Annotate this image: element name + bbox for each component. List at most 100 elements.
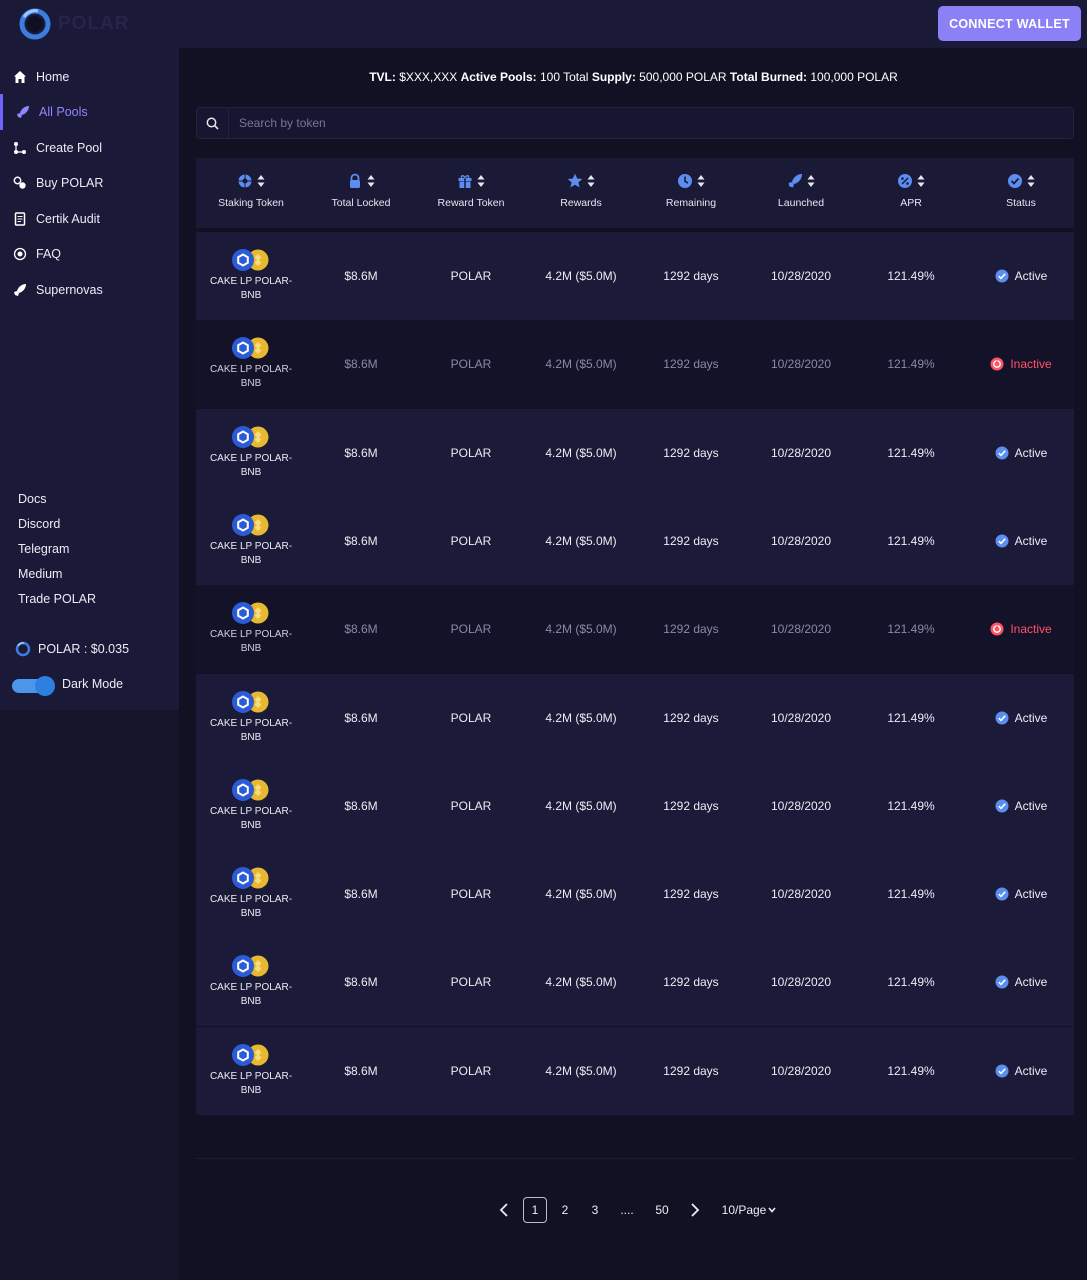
table-row[interactable]: CAKE LP POLAR-BNB $8.6M POLAR 4.2M ($5.0M) 1… (196, 409, 1074, 497)
apr-cell: 121.49% (887, 975, 935, 989)
apr-cell: 121.49% (887, 887, 935, 901)
sort-icon[interactable] (477, 175, 485, 187)
status-text: Active (1014, 446, 1048, 460)
status-cell: Active (966, 1027, 1076, 1115)
remaining-cell: 1292 days (663, 269, 719, 283)
sort-icon[interactable] (807, 175, 815, 187)
sort-icon[interactable] (587, 175, 595, 187)
sort-icon[interactable] (917, 175, 925, 187)
chevron-right-icon[interactable] (690, 1203, 700, 1217)
sidebar-item-buy-polar[interactable]: Buy POLAR (0, 165, 179, 201)
polar-logo-icon[interactable] (18, 8, 52, 40)
percent-icon (898, 174, 912, 188)
table-row[interactable]: CAKE LP POLAR-BNB $8.6M POLAR 4.2M ($5.0M) 1… (196, 938, 1074, 1026)
rewards-cell: 4.2M ($5.0M) (545, 534, 617, 548)
status-badge: Active (995, 269, 1047, 283)
per-page-select[interactable]: 10/Page (719, 1197, 779, 1223)
page-number: 50 (655, 1203, 669, 1217)
column-header-total-locked[interactable]: Total Locked (306, 158, 416, 228)
total-locked-cell: $8.6M (344, 534, 378, 548)
status-cell: Active (966, 762, 1076, 850)
sidebar-item-label: FAQ (36, 247, 62, 261)
discord-link[interactable]: Discord (18, 517, 61, 531)
active-pools-value: 100 (539, 70, 560, 84)
staking-token-name: CAKE LP POLAR-BNB (209, 894, 293, 919)
apr-cell: 121.49% (887, 1064, 935, 1078)
page-3-button[interactable]: 3 (585, 1197, 605, 1223)
remaining-cell: 1292 days (663, 887, 719, 901)
tvl-label: TVL: (369, 70, 396, 84)
stats-summary: TVL: $XXX,XXX Active Pools: 100 Total Su… (180, 70, 1087, 84)
sidebar-item-faq[interactable]: FAQ (0, 236, 179, 272)
sidebar-item-all-pools[interactable]: All Pools (0, 94, 179, 130)
sidebar-item-certik-audit[interactable]: Certik Audit (0, 201, 179, 237)
table-row[interactable]: CAKE LP POLAR-BNB $8.6M POLAR 4.2M ($5.0M) 1… (196, 320, 1074, 408)
table-row[interactable]: CAKE LP POLAR-BNB $8.6M POLAR 4.2M ($5.0M) 1… (196, 850, 1074, 938)
token-pair-icon (232, 602, 269, 624)
column-header-rewards[interactable]: Rewards (526, 158, 636, 228)
staking-token-cell: CAKE LP POLAR-BNB (196, 1027, 306, 1115)
medium-link[interactable]: Medium (18, 567, 63, 581)
sidebar-item-label: Create Pool (36, 141, 103, 155)
total-burned-value: 100,000 POLAR (810, 70, 898, 84)
token-pair-icon (232, 779, 269, 801)
page-50-button[interactable]: 50 (650, 1197, 674, 1223)
active-status-icon (995, 975, 1009, 989)
staking-token-cell: CAKE LP POLAR-BNB (196, 497, 306, 585)
table-row[interactable]: CAKE LP POLAR-BNB $8.6M POLAR 4.2M ($5.0M) 1… (196, 497, 1074, 585)
launched-cell: 10/28/2020 (770, 887, 832, 901)
table-row[interactable]: CAKE LP POLAR-BNB $8.6M POLAR 4.2M ($5.0M) 1… (196, 762, 1074, 850)
status-text: Active (1014, 711, 1048, 725)
column-label: Staking Token (218, 197, 284, 209)
search-input[interactable] (231, 108, 1066, 138)
column-header-remaining[interactable]: Remaining (636, 158, 746, 228)
launched-cell: 10/28/2020 (770, 357, 832, 371)
search-icon[interactable] (197, 108, 229, 138)
status-badge: Inactive (990, 622, 1052, 636)
star-icon (567, 173, 583, 188)
connect-wallet-button[interactable]: CONNECT WALLET (938, 6, 1081, 41)
table-row[interactable]: CAKE LP POLAR-BNB $8.6M POLAR 4.2M ($5.0M) 1… (196, 232, 1074, 320)
launched-cell: 10/28/2020 (770, 799, 832, 813)
column-header-apr[interactable]: APR (856, 158, 966, 228)
reward-token-cell: POLAR (450, 799, 492, 813)
chevron-left-icon[interactable] (499, 1203, 509, 1217)
table-row[interactable]: CAKE LP POLAR-BNB $8.6M POLAR 4.2M ($5.0M) 1… (196, 1027, 1074, 1115)
sidebar-item-supernovas[interactable]: Supernovas (0, 272, 179, 308)
total-locked-cell: $8.6M (344, 975, 378, 989)
telegram-link[interactable]: Telegram (18, 542, 70, 556)
dark-mode-toggle[interactable] (12, 676, 57, 696)
column-header-reward-token[interactable]: Reward Token (416, 158, 526, 228)
table-row[interactable]: CAKE LP POLAR-BNB $8.6M POLAR 4.2M ($5.0M) 1… (196, 585, 1074, 673)
sort-icon[interactable] (697, 175, 705, 187)
launched-cell: 10/28/2020 (770, 534, 832, 548)
launched-cell: 10/28/2020 (770, 1064, 832, 1078)
status-cell: Active (966, 850, 1076, 938)
column-header-staking-token[interactable]: Staking Token (196, 158, 306, 228)
page-2-button[interactable]: 2 (555, 1197, 575, 1223)
trade-polar-link[interactable]: Trade POLAR (18, 592, 97, 606)
supply-label: Supply: (591, 70, 636, 84)
sidebar-item-home[interactable]: Home (0, 59, 179, 95)
apr-cell: 121.49% (887, 446, 935, 460)
sidebar-footer-area (0, 710, 179, 1280)
sort-icon[interactable] (367, 175, 375, 187)
page-1-button[interactable]: 1 (523, 1197, 547, 1223)
check-circle-icon (1008, 174, 1022, 188)
status-text: Active (1014, 534, 1048, 548)
status-text: Inactive (1010, 622, 1052, 636)
sidebar-item-create-pool[interactable]: Create Pool (0, 130, 179, 166)
table-row[interactable]: CAKE LP POLAR-BNB $8.6M POLAR 4.2M ($5.0M) 1… (196, 674, 1074, 762)
docs-link[interactable]: Docs (18, 492, 47, 506)
reward-token-cell: POLAR (450, 357, 492, 371)
rewards-cell: 4.2M ($5.0M) (545, 269, 617, 283)
coins-icon (12, 175, 28, 191)
column-header-status[interactable]: Status (966, 158, 1076, 228)
staking-token-name: CAKE LP POLAR-BNB (209, 1071, 293, 1096)
column-header-launched[interactable]: Launched (746, 158, 856, 228)
token-pair-icon (232, 426, 269, 448)
rewards-cell: 4.2M ($5.0M) (545, 622, 617, 636)
sort-icon[interactable] (1027, 175, 1035, 187)
staking-token-name: CAKE LP POLAR-BNB (209, 982, 293, 1007)
sort-icon[interactable] (257, 175, 265, 187)
